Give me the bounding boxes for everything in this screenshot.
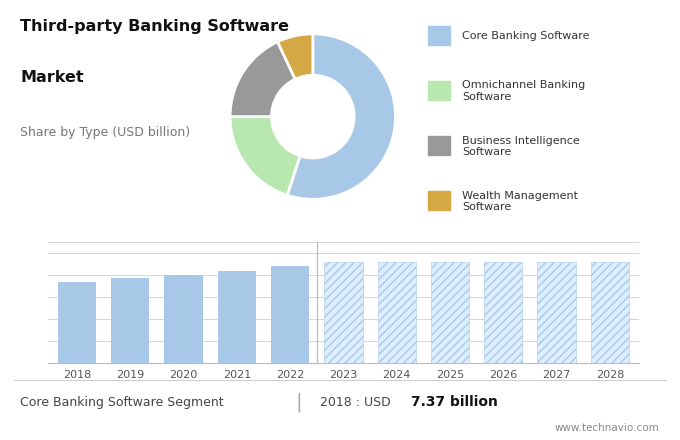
- Text: www.technavio.com: www.technavio.com: [555, 423, 660, 433]
- Text: Core Banking Software Segment: Core Banking Software Segment: [20, 396, 224, 409]
- Bar: [271, 266, 309, 363]
- Bar: [428, 191, 450, 210]
- Bar: [428, 26, 450, 45]
- Bar: [591, 262, 629, 363]
- Text: 2018 : USD: 2018 : USD: [320, 396, 394, 409]
- Wedge shape: [287, 34, 396, 199]
- Text: Share by Type (USD billion): Share by Type (USD billion): [20, 126, 190, 139]
- Bar: [111, 278, 150, 363]
- Text: Core Banking Software: Core Banking Software: [462, 31, 590, 41]
- Text: 7.37 billion: 7.37 billion: [411, 395, 498, 409]
- Bar: [431, 262, 469, 363]
- Wedge shape: [277, 34, 313, 79]
- Bar: [165, 275, 203, 363]
- Wedge shape: [230, 117, 300, 195]
- Bar: [58, 282, 96, 363]
- Bar: [428, 81, 450, 100]
- Bar: [428, 136, 450, 155]
- Bar: [484, 262, 522, 363]
- Text: |: |: [296, 392, 303, 412]
- Text: Omnichannel Banking
Software: Omnichannel Banking Software: [462, 81, 585, 102]
- Bar: [537, 262, 576, 363]
- Text: Business Intelligence
Software: Business Intelligence Software: [462, 136, 580, 157]
- Bar: [218, 271, 256, 363]
- Text: Market: Market: [20, 70, 84, 85]
- Bar: [377, 262, 416, 363]
- Bar: [324, 262, 362, 363]
- Text: Wealth Management
Software: Wealth Management Software: [462, 191, 578, 212]
- Text: Third-party Banking Software: Third-party Banking Software: [20, 18, 290, 33]
- Wedge shape: [230, 42, 295, 117]
